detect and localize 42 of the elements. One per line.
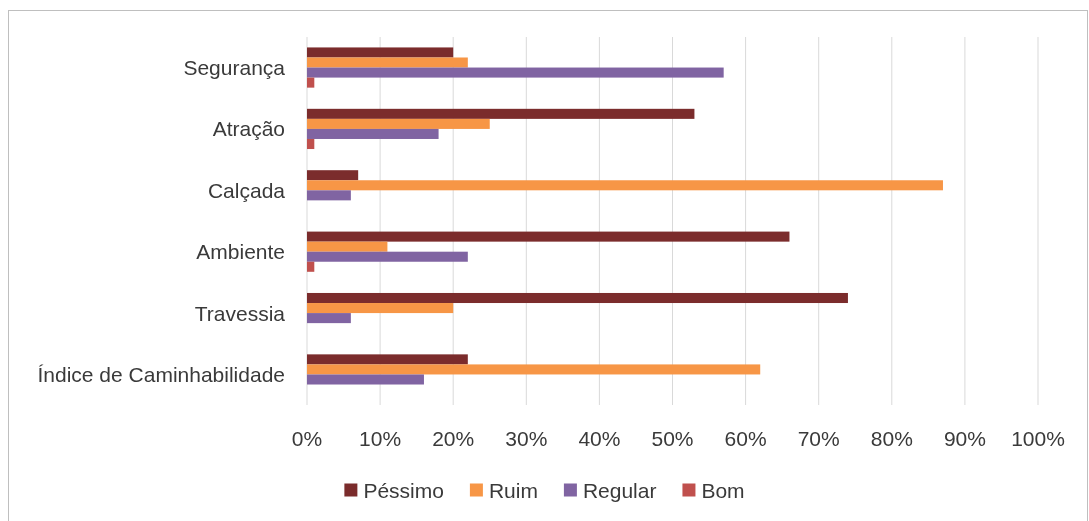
bar: [307, 118, 490, 129]
bar: [307, 241, 388, 252]
bar: [307, 354, 468, 365]
x-tick-label: 70%: [797, 426, 840, 450]
y-tick-label: Segurança: [183, 56, 286, 80]
x-tick-label: 100%: [1011, 426, 1065, 450]
legend-label: Bom: [701, 478, 745, 502]
bar: [307, 108, 695, 119]
bar: [307, 170, 359, 181]
y-tick-label: Calçada: [207, 178, 286, 202]
x-tick-label: 40%: [578, 426, 621, 450]
bar: [307, 128, 439, 139]
bar: [307, 190, 351, 201]
bar: [307, 374, 424, 385]
y-tick-label: Travessia: [194, 301, 286, 325]
y-tick-label: Atração: [212, 117, 285, 141]
x-tick-label: 0%: [291, 426, 323, 450]
bar: [307, 231, 790, 242]
x-tick-label: 90%: [943, 426, 986, 450]
bar: [307, 261, 315, 272]
bar: [307, 67, 724, 78]
y-tick-label: Ambiente: [196, 240, 285, 264]
x-tick-label: 10%: [359, 426, 402, 450]
x-tick-label: 20%: [432, 426, 475, 450]
bar: [307, 303, 454, 314]
x-tick-label: 30%: [505, 426, 548, 450]
legend-label: Ruim: [488, 478, 538, 502]
bar: [307, 77, 315, 88]
x-tick-label: 60%: [724, 426, 767, 450]
bar: [307, 364, 761, 375]
y-tick-label: Índice de Caminhabilidade: [37, 362, 285, 386]
bar: [307, 47, 454, 58]
bar: [307, 251, 468, 262]
bar: [307, 313, 351, 324]
bar: [307, 57, 468, 68]
x-tick-label: 50%: [651, 426, 694, 450]
bar: [307, 138, 315, 150]
x-tick-label: 80%: [870, 426, 913, 450]
legend-label: Péssimo: [363, 478, 444, 502]
bar: [307, 292, 848, 304]
bar: [307, 180, 943, 191]
legend-label: Regular: [582, 478, 657, 502]
